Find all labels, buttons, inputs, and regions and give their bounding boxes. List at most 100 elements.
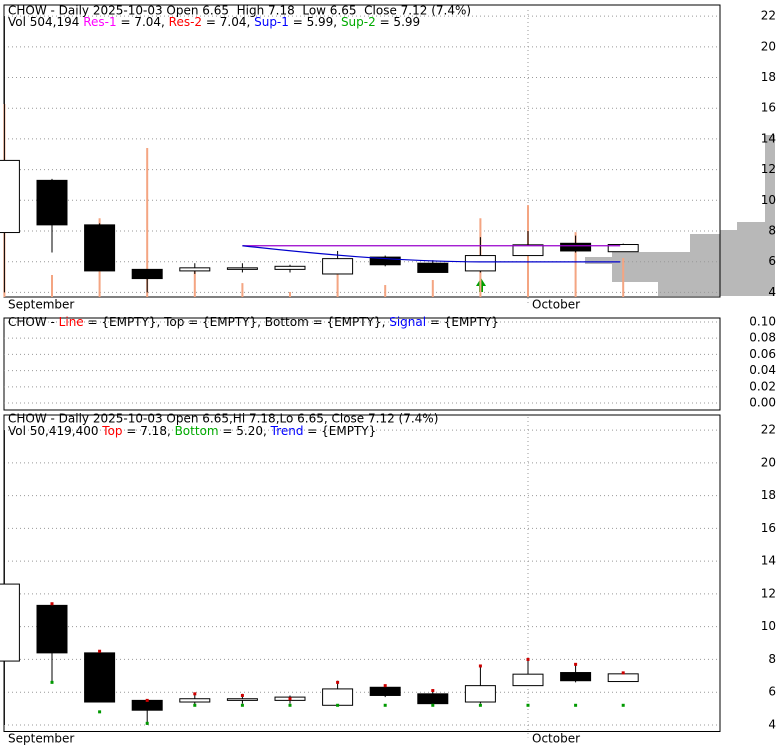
candle-body [369,256,401,266]
legend: Vol 50,419,400 Top = 7.18, Bottom = 5.20… [8,424,376,438]
y-tick-label: 0.00 [749,396,776,410]
top-dot [240,693,244,697]
legend-item: Bottom [175,424,219,438]
bottom-dot [383,703,387,707]
candle-body [131,268,163,280]
bottom-dot [193,703,197,707]
candle-body [464,685,496,703]
legend-item: = 7.04, [117,15,169,29]
candle-body [560,672,592,682]
volume-bar [241,283,244,297]
y-tick-label: 16 [761,521,776,535]
y-tick-label: 20 [761,39,776,53]
y-tick-label: 6 [768,685,776,699]
bottom-dot [526,703,530,707]
bottom-dot [50,680,54,684]
y-tick-label: 8 [768,652,776,666]
legend-item: Vol 50,419,400 [8,424,102,438]
bottom-dot [98,710,102,714]
candle-body [369,686,401,696]
legend-item: = 5.99 [376,15,420,29]
volume-bar [336,259,339,297]
y-tick-label: 10 [761,619,776,633]
bottom-dot [336,703,340,707]
y-tick-label: 22 [761,423,776,437]
x-tick-label: October [532,298,580,312]
candle-body [179,267,211,272]
candle-body [0,159,20,234]
bottom-dot [145,721,149,725]
support-line [242,245,621,263]
legend-item: Line [59,315,84,329]
legend-item: Sup-2 [341,15,376,29]
y-tick-label: 0.06 [749,347,776,361]
y-tick-label: 12 [761,586,776,600]
top-dot [336,680,340,684]
candle-body [607,244,639,253]
top-dot [50,602,54,606]
top-dot [145,698,149,702]
y-tick-label: 8 [768,224,776,238]
legend: CHOW - Line = {EMPTY}, Top = {EMPTY}, Bo… [8,315,499,329]
y-tick-label: 18 [761,70,776,84]
x-tick-label: September [8,298,74,312]
candle-body [417,262,449,273]
legend-item: Res-2 [169,15,202,29]
top-dot [478,664,482,668]
y-tick-label: 0.02 [749,379,776,393]
candle-body [322,688,354,706]
legend-item: Trend [270,424,304,438]
top-dot [574,662,578,666]
volume-bar [51,274,53,297]
top-dot [431,689,435,693]
candle-body [0,583,20,662]
volume-bar [193,269,196,297]
legend-item: = {EMPTY} [303,424,376,438]
volume-bar [146,148,149,297]
legend: Vol 504,194 Res-1 = 7.04, Res-2 = 7.04, … [8,15,420,29]
volume-bar [431,280,434,297]
top-dot [621,671,625,675]
candle-body [512,244,544,257]
y-tick-label: 20 [761,455,776,469]
top-dot [288,697,292,701]
legend-item: = 5.99, [289,15,341,29]
legend-item: Top [101,424,122,438]
legend-item: = {EMPTY} [426,315,499,329]
legend-item: Res-1 [83,15,116,29]
candle-body [179,698,211,703]
candle-body [226,698,258,701]
legend-item: = 7.18, [123,424,175,438]
candle-body [607,673,639,683]
y-tick-label: 6 [768,254,776,268]
candle-body [464,255,496,272]
legend-item: Vol 504,194 [8,15,83,29]
y-tick-label: 0.10 [749,314,776,328]
candle-body [36,604,68,654]
x-tick-label: October [532,732,580,745]
legend-item: = 5.20, [219,424,271,438]
volume-bar [289,291,291,297]
volume-profile [585,135,775,296]
volume-bar [384,285,387,297]
y-tick-label: 0.04 [749,363,776,377]
bottom-dot [288,703,292,707]
legend-item: = {EMPTY}, Top = {EMPTY}, Bottom = {EMPT… [84,315,390,329]
bottom-dot [431,703,435,707]
bottom-dot [574,703,578,707]
y-tick-label: 22 [761,9,776,23]
panel-frame [3,317,721,411]
candle-body [322,258,354,275]
legend-item: Sup-1 [254,15,289,29]
bottom-dot [621,703,625,707]
volume-bar [622,258,625,297]
y-tick-label: 14 [761,554,776,568]
top-dot [526,657,530,661]
candle-body [560,242,592,252]
candle-body [84,652,116,703]
top-dot [193,692,197,696]
chart-header: CHOW - Daily 2025-10-03 Open 6.65,Hi 7.1… [8,412,438,426]
y-tick-label: 18 [761,488,776,502]
candle-body [226,267,258,270]
